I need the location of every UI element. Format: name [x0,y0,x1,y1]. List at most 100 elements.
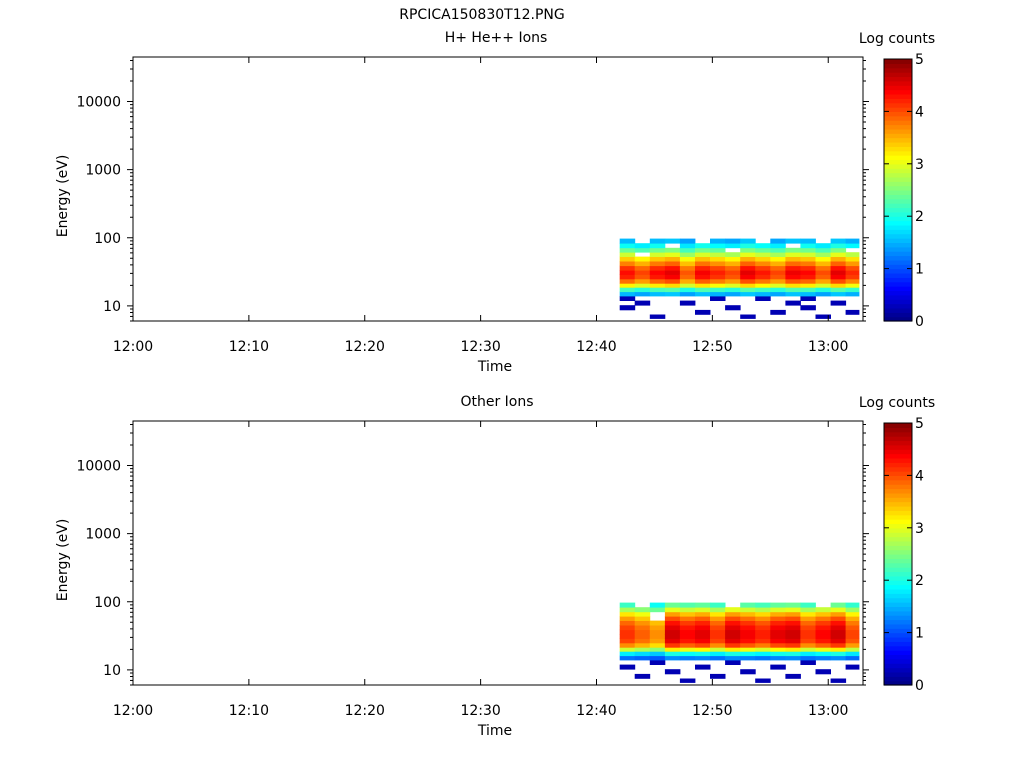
heatmap-cell [695,287,711,293]
y-tick-label: 10000 [76,95,121,111]
heatmap-cell [785,620,801,626]
heatmap-cell [770,243,786,249]
colorbar-swatch [884,220,912,226]
heatmap-cell [830,274,847,280]
x-tick-label: 12:20 [345,339,385,355]
colorbar-swatch [884,272,912,278]
colorbar-tick-label: 5 [915,52,924,68]
heatmap-cell [800,642,816,648]
heatmap-cell [634,616,651,621]
heatmap-cell [770,252,786,257]
panel-h-he-ions: H+ He++ Ions Energy (eV) Time Log counts… [55,30,935,375]
heatmap-cell [785,300,801,306]
heatmap-cell [785,642,801,648]
colorbar-swatch [884,233,912,239]
colorbar: 0 1 2 3 4 5 [883,416,924,694]
colorbar-swatch [884,497,912,503]
heatmap-cell [619,647,636,652]
heatmap-cell [725,629,741,635]
heatmap-cell [679,265,696,271]
heatmap-cell [725,660,741,665]
heatmap-cell [634,287,651,293]
colorbar-swatch [884,303,912,309]
heatmap-cell [725,634,741,639]
heatmap-cell [845,278,860,284]
heatmap-cell [845,283,860,288]
heatmap-cell [800,655,816,661]
heatmap-cell [740,625,756,631]
heatmap-cell [664,274,681,280]
colorbar-swatch [884,229,912,235]
y-tick-label: 1000 [85,527,121,543]
heatmap-cell [725,274,741,280]
heatmap-cell [634,300,651,306]
heatmap-cell [785,655,801,661]
heatmap-cell [755,634,771,639]
heatmap-cell [845,611,860,617]
heatmap-cell [619,247,636,253]
heatmap-cell [740,261,756,267]
heatmap-cell [740,291,756,297]
heatmap-cell [815,607,831,613]
colorbar-swatch [884,194,912,200]
colorbar-swatch [884,277,912,283]
heatmap-cell [800,620,816,626]
colorbar-frame [883,422,913,686]
heatmap-cell [815,261,831,267]
heatmap-cell [815,274,831,280]
heatmap-cell [649,655,666,661]
heatmap-cell [740,270,756,275]
heatmap-cell [725,238,741,244]
heatmap-cell [664,669,681,675]
heatmap-cell [695,256,711,262]
heatmap-cell [755,625,771,631]
heatmap-cell [725,647,741,652]
colorbar-swatch [884,505,912,511]
colorbar-tick-label: 2 [915,573,924,589]
colorbar-swatch [884,107,912,112]
heatmap-cell [649,629,666,635]
heatmap-cell [785,287,801,293]
heatmap-cell [755,647,771,652]
heatmap-cell [679,291,696,297]
heatmap-cell [830,265,847,271]
heatmap-cell [679,642,696,648]
colorbar-swatch [884,510,912,516]
heatmap-cell [755,247,771,253]
heatmap-cell [755,620,771,626]
colorbar-swatch [884,457,912,463]
colorbar-swatch [884,484,912,490]
colorbar-swatch [884,567,912,573]
heatmap-cell [695,655,711,661]
heatmap-cell [619,616,636,621]
heatmap-cell [634,611,651,617]
heatmap-cell [755,602,771,608]
heatmap-cell [755,261,771,267]
colorbar-swatch [884,645,912,651]
heatmap-cell [634,270,651,275]
colorbar-swatch [884,89,912,95]
figure-title: RPCICA150830T12.PNG [399,7,564,23]
heatmap-cell [800,278,816,284]
colorbar-swatch [884,462,912,468]
heatmap-cell [634,638,651,644]
heatmap-cell [679,287,696,293]
heatmap-cell [830,291,847,297]
heatmap-cell [619,305,636,311]
heatmap-cell [845,243,860,249]
heatmap-cell [815,291,831,297]
heatmap-cell [770,634,786,639]
colorbar-swatch [884,423,912,428]
heatmap-cell [725,625,741,631]
heatmap-cell [830,300,847,306]
colorbar-swatch [884,597,912,603]
heatmap-cell [619,291,636,297]
colorbar-swatch [884,115,912,121]
heatmap-cell [740,287,756,293]
heatmap-cell [815,629,831,635]
heatmap-cell [830,261,847,267]
heatmap-cell [770,256,786,262]
colorbar-tick-label: 0 [915,678,924,694]
heatmap-cell [785,238,801,244]
heatmap-cell [785,611,801,617]
